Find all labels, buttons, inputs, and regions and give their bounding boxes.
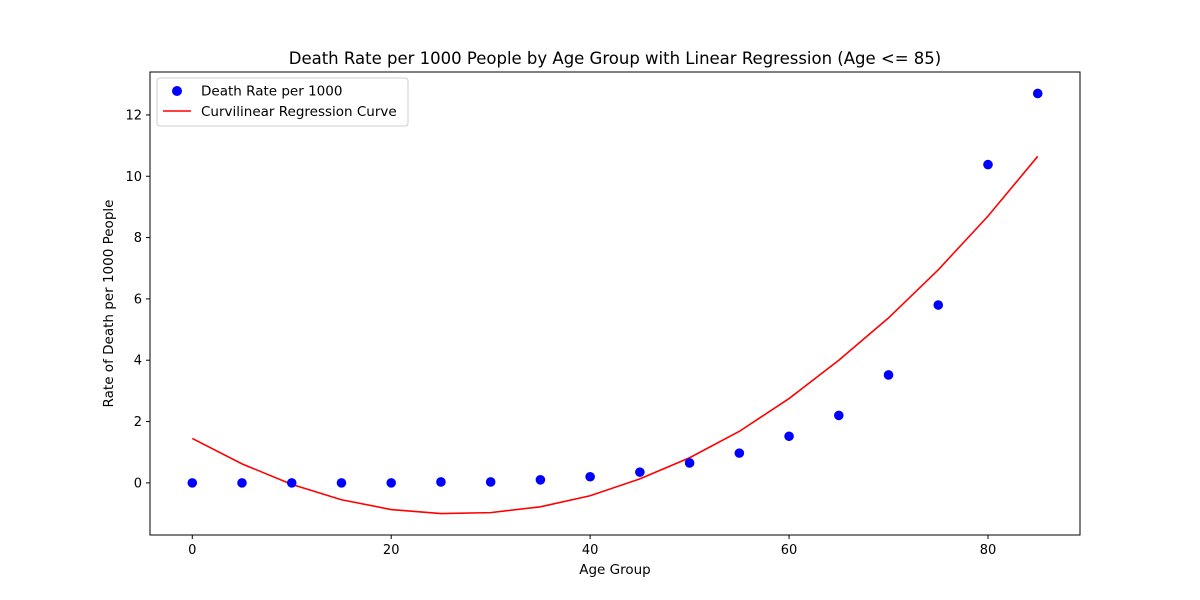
data-point <box>187 478 198 488</box>
data-point <box>436 477 446 487</box>
legend-label-line: Curvilinear Regression Curve <box>201 104 397 120</box>
x-axis-ticks: 0 20 40 60 80 <box>188 535 996 558</box>
x-axis-label: Age Group <box>579 562 651 578</box>
y-tick-label: 8 <box>134 231 142 246</box>
data-point <box>336 478 347 488</box>
x-tick-label: 80 <box>980 543 997 558</box>
y-tick-label: 2 <box>134 415 142 430</box>
legend-marker-scatter <box>172 86 182 96</box>
x-tick-label: 60 <box>781 543 798 558</box>
chart-title: Death Rate per 1000 People by Age Group … <box>289 49 941 68</box>
data-point <box>784 431 794 442</box>
scatter-points-layer <box>187 88 1043 488</box>
y-tick-label: 6 <box>134 292 142 307</box>
data-point <box>833 410 844 421</box>
data-point <box>1032 88 1043 99</box>
data-point <box>286 478 297 488</box>
data-point <box>983 159 993 170</box>
data-point <box>734 448 745 458</box>
y-tick-label: 4 <box>134 354 142 369</box>
y-axis-label: Rate of Death per 1000 People <box>101 200 117 408</box>
data-point <box>237 478 247 488</box>
y-tick-label: 10 <box>125 170 142 185</box>
regression-curve-layer <box>191 155 1039 515</box>
legend-label-scatter: Death Rate per 1000 <box>201 84 342 100</box>
data-point <box>535 475 546 485</box>
data-point <box>386 478 397 488</box>
data-point <box>635 467 645 477</box>
data-point <box>684 458 695 468</box>
y-tick-label: 0 <box>134 476 142 491</box>
legend-frame <box>156 77 409 127</box>
x-tick-label: 20 <box>383 543 400 558</box>
data-point <box>585 471 595 482</box>
plot-frame <box>149 71 1081 536</box>
y-tick-label: 12 <box>125 108 142 123</box>
y-axis-ticks: 0 2 4 6 8 10 12 <box>125 108 150 491</box>
regression-curve-line <box>191 155 1039 515</box>
data-point <box>883 370 894 380</box>
x-tick-label: 0 <box>188 543 196 558</box>
legend: Death Rate per 1000 Curvilinear Regressi… <box>156 77 409 127</box>
data-point <box>485 477 496 487</box>
x-tick-label: 40 <box>582 543 599 558</box>
data-point <box>933 300 944 310</box>
